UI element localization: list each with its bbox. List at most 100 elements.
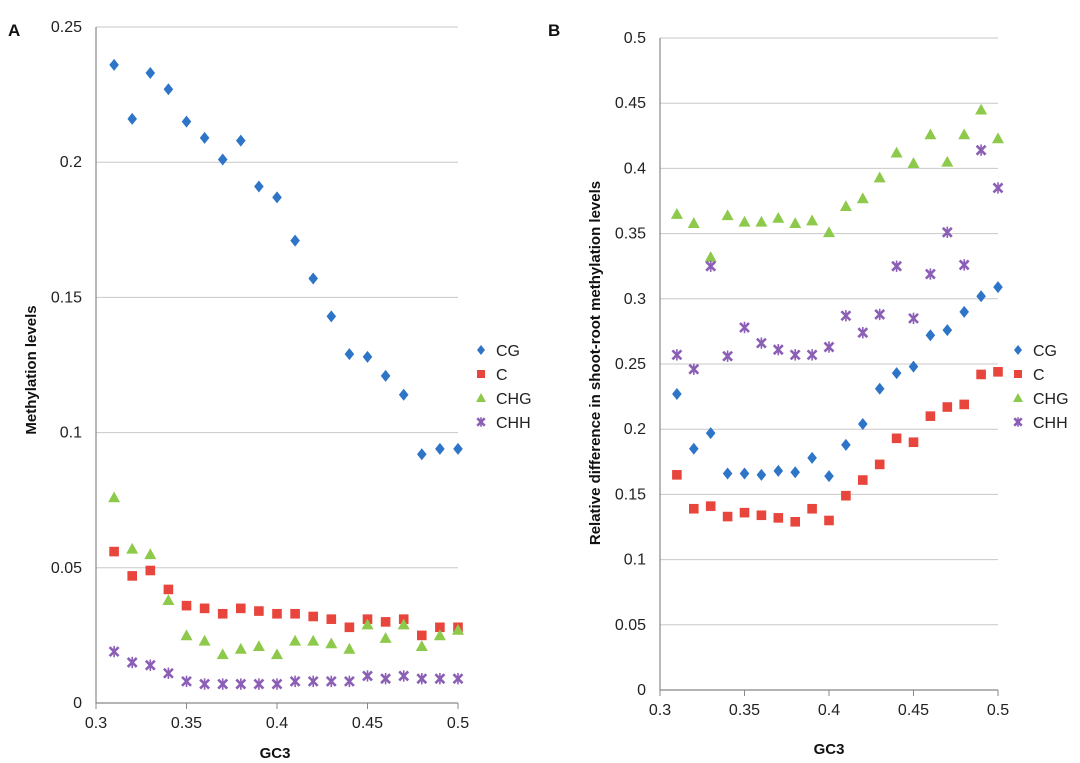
- point-c: [344, 622, 355, 633]
- point-chh: [398, 670, 410, 682]
- point-chg: [433, 629, 446, 641]
- point-c: [254, 606, 264, 616]
- point-chh: [144, 659, 156, 671]
- point-c: [181, 600, 192, 611]
- point-c: [290, 608, 300, 619]
- y-tick-labels-a: 0 0.05 0.1 0.15 0.2 0.25: [51, 19, 82, 712]
- y-tick-label: 0.1: [624, 552, 646, 569]
- data-points-a: [108, 58, 464, 690]
- point-c: [163, 584, 174, 595]
- point-chg: [415, 640, 428, 652]
- legend-item-chg: CHG: [1013, 391, 1069, 408]
- point-chh: [271, 678, 283, 690]
- point-c: [380, 617, 391, 627]
- point-chh: [307, 675, 319, 688]
- x-tick-label: 0.45: [898, 702, 929, 719]
- point-chg: [941, 155, 954, 167]
- legend-item-chh: CHH: [1013, 415, 1068, 432]
- x-axis-title-b: GC3: [814, 741, 845, 758]
- x-tick-label: 0.45: [352, 715, 383, 732]
- y-tick-labels-b: 0 0.05 0.1 0.15 0.2 0.25 0.3 0.35 0.4 0.45 0.5: [615, 30, 646, 699]
- point-chg: [144, 548, 157, 560]
- y-tick-label: 0.2: [624, 421, 646, 438]
- legend-label: CHG: [496, 391, 532, 408]
- y-tick-label: 0.2: [60, 154, 82, 171]
- point-cg: [181, 115, 192, 128]
- point-cg: [739, 467, 750, 480]
- point-chg: [180, 629, 193, 641]
- point-cg: [398, 388, 409, 401]
- point-chg: [108, 491, 121, 503]
- gridlines-b: [660, 37, 998, 626]
- point-chg: [325, 637, 338, 649]
- point-cg: [163, 83, 174, 96]
- point-chh: [452, 672, 464, 685]
- legend-item-chh: CHH: [476, 415, 531, 432]
- point-cg: [290, 234, 300, 247]
- point-c: [417, 630, 427, 641]
- point-cg: [145, 66, 156, 79]
- point-cg: [380, 369, 391, 382]
- legend-label: CG: [1033, 343, 1057, 360]
- point-chh: [857, 327, 869, 339]
- y-axis-title-a: Methylation levels: [23, 305, 40, 434]
- y-tick-label: 0.25: [51, 19, 82, 36]
- point-chg: [126, 542, 139, 554]
- point-c: [807, 503, 817, 514]
- gridlines-a: [96, 26, 458, 569]
- point-chh: [688, 363, 700, 375]
- point-c: [908, 437, 919, 448]
- point-c: [976, 369, 986, 380]
- point-cg: [272, 191, 282, 204]
- point-chg: [873, 171, 886, 183]
- point-c: [672, 470, 682, 480]
- point-chg: [162, 594, 175, 606]
- legend-item-cg: CG: [477, 343, 520, 360]
- point-chg: [975, 103, 988, 115]
- point-c: [199, 603, 210, 614]
- y-tick-label: 0: [73, 695, 82, 712]
- axes-a: [95, 27, 459, 709]
- x-tick-label: 0.4: [266, 715, 288, 732]
- point-cg: [858, 417, 868, 430]
- point-c: [841, 490, 851, 501]
- point-chg: [890, 146, 903, 158]
- point-chg: [704, 251, 717, 262]
- y-tick-label: 0.25: [615, 356, 646, 373]
- point-chh: [772, 343, 784, 356]
- point-chh: [434, 672, 446, 685]
- point-cg: [891, 367, 902, 380]
- point-cg: [756, 468, 767, 481]
- point-cg: [824, 470, 834, 483]
- point-c: [756, 510, 767, 521]
- point-chh: [289, 675, 301, 688]
- point-cg: [942, 324, 953, 337]
- point-cg: [672, 387, 682, 400]
- point-chg: [755, 215, 768, 227]
- legend-item-c: C: [1014, 367, 1045, 384]
- point-c: [308, 611, 318, 622]
- y-tick-label: 0.15: [615, 486, 646, 503]
- point-cg: [344, 348, 355, 361]
- x-tick-label: 0.3: [649, 702, 671, 719]
- y-tick-label: 0.05: [615, 617, 646, 634]
- y-axis-title-b: Relative difference in shoot-root methyl…: [587, 181, 604, 545]
- point-chh: [975, 144, 987, 156]
- point-chh: [755, 337, 767, 349]
- legend-marker-chh: [476, 417, 486, 427]
- point-cg: [217, 153, 228, 166]
- legend-label: C: [1033, 367, 1045, 384]
- legend-label: CHH: [1033, 415, 1068, 432]
- point-chh: [325, 675, 337, 688]
- y-tick-label: 0.15: [51, 289, 82, 306]
- point-c: [874, 459, 885, 470]
- legend-label: CG: [496, 343, 520, 360]
- point-c: [891, 433, 902, 444]
- point-c: [127, 571, 137, 581]
- point-chh: [789, 349, 801, 361]
- point-chg: [307, 634, 320, 646]
- point-chh: [958, 259, 970, 271]
- x-tick-labels-a: 0.3 0.35 0.4 0.45 0.5: [85, 715, 469, 732]
- point-chh: [253, 678, 265, 690]
- point-cg: [976, 290, 986, 303]
